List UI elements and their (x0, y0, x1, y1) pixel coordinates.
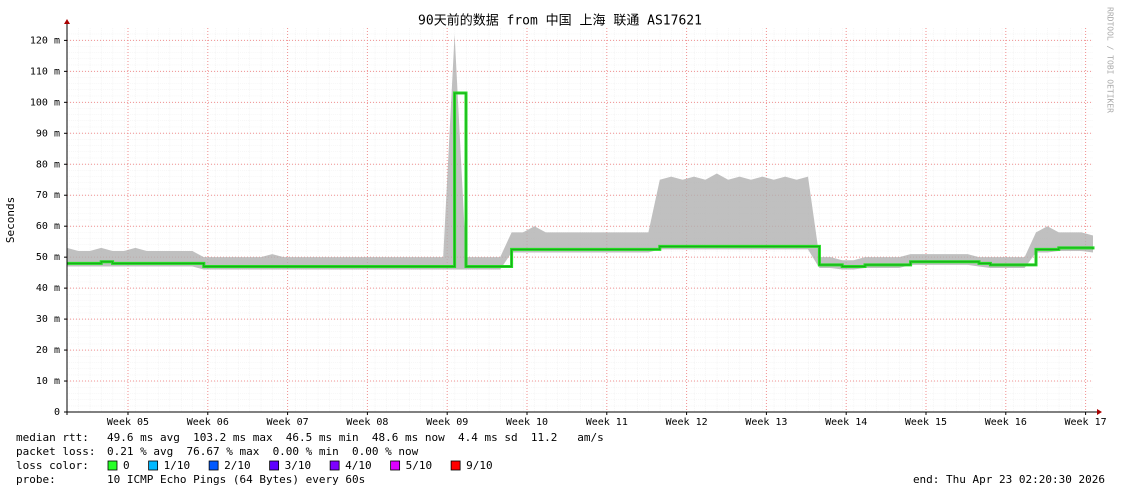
legend-text: 2/10 (224, 459, 251, 472)
x-tick-label: Week 05 (107, 417, 149, 428)
legend-swatch (148, 460, 159, 471)
y-tick-label: 80 m (36, 159, 60, 170)
legend-text: 1/10 (164, 459, 191, 472)
x-tick-label: Week 07 (267, 417, 309, 428)
legend-swatch (329, 460, 340, 471)
x-tick-label: Week 16 (985, 417, 1027, 428)
y-tick-label: 50 m (36, 252, 60, 263)
x-tick-label: Week 14 (825, 417, 867, 428)
x-tick-label: Week 09 (426, 417, 468, 428)
x-tick-label: Week 10 (506, 417, 548, 428)
y-tick-label: 20 m (36, 345, 60, 356)
legend-text: 9/10 (466, 459, 493, 472)
probe-text: 10 ICMP Echo Pings (64 Bytes) every 60s (107, 473, 365, 486)
x-tick-label: Week 13 (745, 417, 787, 428)
x-arrow (1097, 409, 1102, 415)
end-time: end: Thu Apr 23 02:20:30 2026 (913, 473, 1105, 486)
y-tick-label: 60 m (36, 221, 60, 232)
legend-label: loss color: (16, 459, 89, 472)
x-tick-label: Week 12 (666, 417, 708, 428)
median-line-core (67, 92, 1094, 267)
y-tick-label: 0 (54, 407, 60, 418)
chart-title: 90天前的数据 from 中国 上海 联通 AS17621 (418, 13, 702, 29)
x-tick-label: Week 17 (1065, 417, 1107, 428)
y-tick-label: 10 m (36, 376, 60, 387)
y-tick-label: 70 m (36, 190, 60, 201)
legend-swatch (208, 460, 219, 471)
side-text: RRDTOOL / TOBI OETIKER (1106, 7, 1115, 113)
legend-swatch (390, 460, 401, 471)
legend-text: 5/10 (406, 459, 433, 472)
legend-text: 3/10 (285, 459, 312, 472)
y-tick-label: 40 m (36, 283, 60, 294)
y-tick-label: 100 m (30, 97, 60, 108)
probe-label: probe: (16, 473, 56, 486)
x-tick-label: Week 15 (905, 417, 947, 428)
legend-swatch (269, 460, 280, 471)
legend-text: 4/10 (345, 459, 372, 472)
x-tick-label: Week 11 (586, 417, 628, 428)
y-tick-label: 90 m (36, 128, 60, 139)
y-arrow (64, 19, 70, 24)
y-tick-label: 120 m (30, 35, 60, 46)
stat-text: 0.21 % avg 76.67 % max 0.00 % min 0.00 %… (107, 445, 419, 458)
minor-grid (67, 28, 1093, 412)
legend-text: 0 (123, 459, 130, 472)
legend-swatch (450, 460, 461, 471)
legend-swatch (107, 460, 118, 471)
y-axis-label: Seconds (4, 197, 17, 243)
stat-label: median rtt: (16, 431, 89, 444)
stat-label: packet loss: (16, 445, 95, 458)
x-tick-label: Week 06 (187, 417, 229, 428)
stat-text: 49.6 ms avg 103.2 ms max 46.5 ms min 48.… (107, 431, 604, 444)
x-tick-label: Week 08 (346, 417, 388, 428)
y-tick-label: 110 m (30, 66, 60, 77)
y-tick-label: 30 m (36, 314, 60, 325)
